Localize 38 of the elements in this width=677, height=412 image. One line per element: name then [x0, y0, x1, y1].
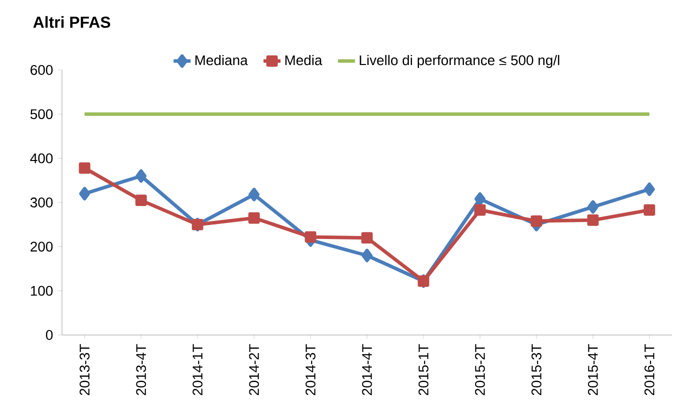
- point: [474, 192, 486, 206]
- point: [78, 162, 90, 174]
- point: [136, 169, 147, 183]
- point: [248, 212, 260, 224]
- x-tick-label: 2016-1T: [644, 344, 654, 396]
- x-tick-label: 2013-4T: [136, 344, 146, 396]
- x-tick-label: 2015-4T: [588, 344, 598, 396]
- point: [644, 182, 655, 196]
- x-tick-label: 2014-2T: [249, 344, 259, 396]
- point: [79, 186, 90, 200]
- x-tick-label: 2015-2T: [475, 344, 485, 396]
- x-tick-label: 2013-3T: [80, 344, 90, 396]
- legend-label: Media: [285, 54, 322, 66]
- x-tick-label: 2014-1T: [192, 344, 202, 396]
- point: [361, 232, 373, 244]
- legend-label: Mediana: [195, 54, 248, 66]
- y-tick-label: 600: [30, 65, 53, 75]
- point: [587, 200, 598, 214]
- point: [530, 215, 542, 227]
- y-tick-label: 400: [30, 153, 53, 164]
- point: [135, 194, 147, 206]
- x-tick-label: 2015-1T: [418, 344, 428, 396]
- point: [587, 214, 599, 226]
- point: [304, 231, 316, 243]
- y-tick-label: 500: [30, 109, 53, 120]
- x-tick-label: 2015-3T: [532, 344, 542, 396]
- point: [362, 248, 372, 262]
- y-tick-label: 100: [30, 286, 53, 296]
- y-tick-label: 200: [30, 242, 53, 252]
- x-tick-label: 2014-3T: [306, 344, 316, 396]
- legend-label: Livello di performance ≤ 500 ng/l: [360, 54, 560, 68]
- x-tick-label: 2014-4T: [362, 344, 372, 396]
- point: [644, 204, 656, 216]
- chart-title: Altri PFAS: [33, 16, 110, 28]
- point: [474, 204, 486, 216]
- y-tick-label: 300: [30, 198, 53, 208]
- y-tick-label: 0: [46, 330, 53, 340]
- point: [248, 188, 260, 202]
